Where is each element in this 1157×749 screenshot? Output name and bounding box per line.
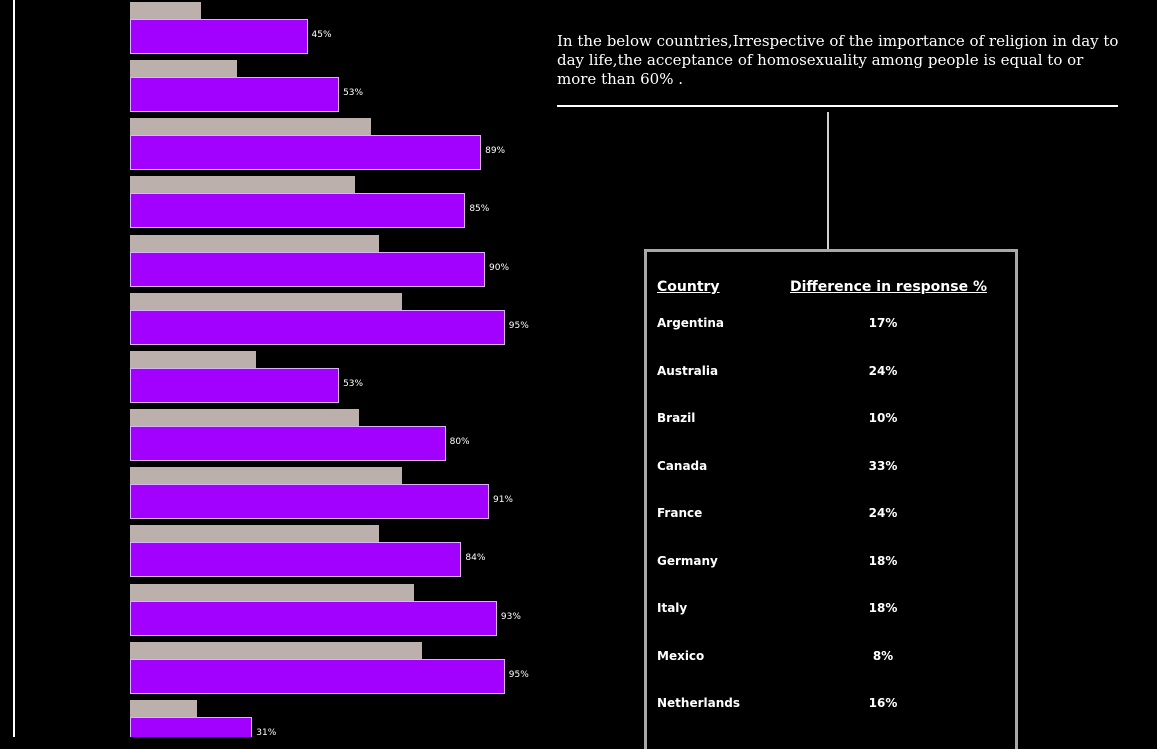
annotation-underline (557, 105, 1118, 107)
connector-line (827, 112, 829, 250)
bar-series-b (130, 251, 486, 287)
bar-series-a (130, 467, 403, 485)
data-label: 53% (343, 378, 364, 389)
table-cell-difference: 10% (868, 411, 898, 425)
bar-series-b (130, 77, 340, 113)
bar-series-b (130, 658, 505, 694)
bar-series-a (130, 292, 403, 310)
table-cell-country: Brazil (657, 411, 696, 425)
data-label: 89% (485, 146, 506, 157)
table-cell-difference: 8% (872, 648, 894, 663)
difference-table: Country Difference in response % Argenti… (644, 249, 1018, 749)
table-cell-difference: 17% (868, 316, 898, 330)
bar-series-a (130, 583, 415, 601)
table-cell-difference: 16% (868, 696, 898, 710)
bar-chart: Turkey45%Poland53%France89%Australia85%U… (0, 0, 540, 737)
data-label: 53% (343, 88, 364, 99)
table-cell-difference: 33% (868, 458, 898, 473)
table-cell-country: Australia (657, 363, 719, 378)
table-cell-country: Netherlands (657, 696, 741, 710)
table-cell-country: France (657, 506, 703, 520)
data-label: 80% (449, 437, 470, 448)
table-cell-difference: 18% (868, 601, 898, 615)
bar-series-b (130, 309, 505, 345)
bar-series-b (130, 600, 497, 636)
table-header-country: Country (657, 279, 720, 295)
data-label: 91% (492, 495, 513, 506)
table-cell-country: Mexico (657, 648, 705, 663)
bar-series-a (130, 118, 371, 136)
bar-series-b (130, 426, 446, 462)
table-header-difference: Difference in response % (790, 279, 987, 295)
bar-series-a (130, 60, 237, 78)
bar-series-a (130, 2, 201, 19)
data-label: 93% (500, 611, 521, 622)
bar-series-a (130, 409, 359, 427)
bar-series-b (130, 367, 340, 403)
table-cell-difference: 18% (868, 553, 898, 568)
data-label: 95% (508, 320, 529, 331)
bar-series-b (130, 716, 253, 737)
bar-series-a (130, 641, 422, 659)
bar-series-b (130, 542, 462, 578)
data-label: 85% (469, 204, 490, 215)
table-cell-country: Italy (657, 601, 688, 615)
bar-series-a (130, 699, 198, 717)
bar-series-a (130, 234, 379, 252)
bar-series-a (130, 525, 379, 543)
table-cell-difference: 24% (868, 506, 898, 520)
table-cell-country: Argentina (657, 316, 724, 330)
bar-series-b (130, 193, 466, 229)
data-label: 45% (311, 30, 332, 40)
data-label: 95% (508, 669, 529, 680)
table-cell-difference: 24% (868, 363, 898, 378)
bar-series-b (130, 484, 489, 520)
annotation-text: In the below countries,Irrespective of t… (557, 32, 1119, 88)
table-cell-country: Germany (657, 553, 718, 568)
data-label: 84% (465, 553, 486, 564)
data-label: 31% (256, 727, 277, 737)
left-border-line (13, 0, 15, 737)
data-label: 90% (489, 262, 510, 273)
table-cell-country: Canada (657, 458, 708, 473)
bar-series-a (130, 350, 257, 368)
bar-series-b (130, 135, 482, 171)
bar-series-b (130, 19, 308, 54)
bar-series-a (130, 176, 355, 194)
